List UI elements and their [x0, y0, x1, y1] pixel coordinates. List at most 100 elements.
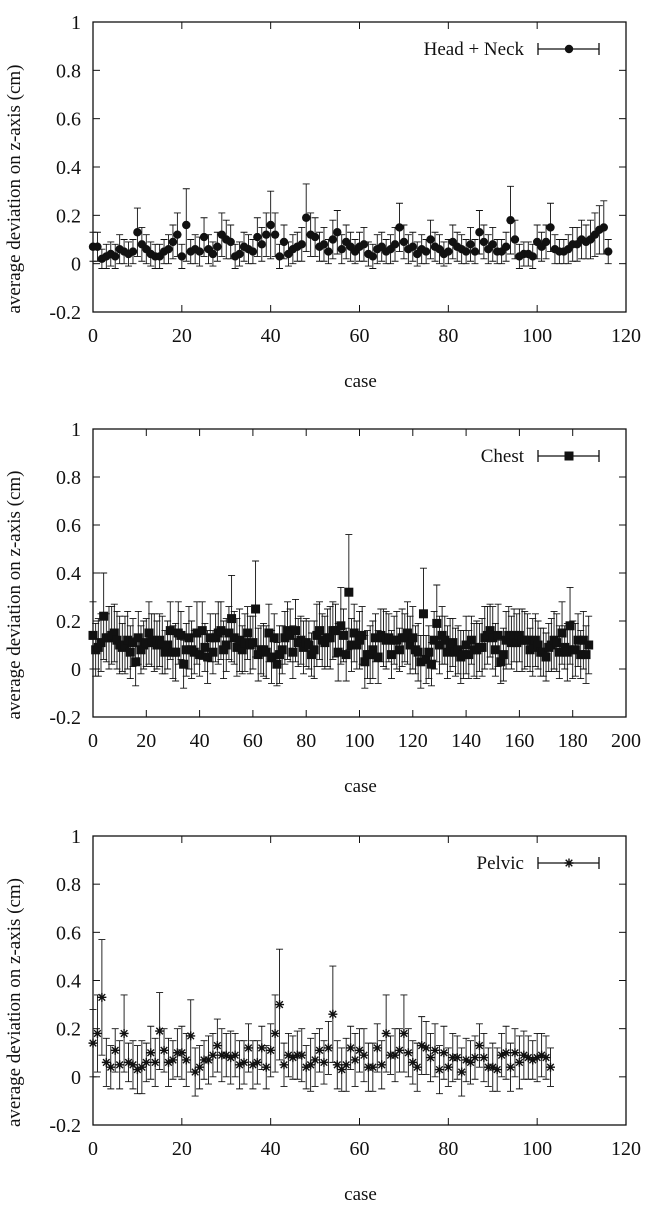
data-point: [506, 1062, 516, 1072]
data-point: [195, 650, 205, 660]
data-point: [226, 1053, 236, 1063]
data-point: [243, 628, 253, 638]
data-point: [219, 645, 229, 655]
data-point: [279, 237, 289, 247]
data-point: [203, 1055, 213, 1065]
data-point: [229, 633, 239, 643]
data-point: [160, 647, 170, 657]
x-tick-label: 20: [172, 1138, 192, 1160]
data-point: [501, 242, 511, 251]
x-tick-label: 100: [345, 730, 375, 752]
data-point: [230, 1050, 240, 1060]
data-point: [399, 1028, 409, 1038]
y-tick-label: 0.4: [56, 563, 81, 585]
data-point: [488, 633, 498, 643]
data-point: [390, 240, 400, 249]
data-point: [452, 1053, 462, 1063]
data-point: [442, 647, 452, 657]
data-point: [355, 1045, 364, 1055]
data-point: [514, 630, 524, 640]
data-point: [506, 638, 516, 648]
data-point: [159, 1045, 169, 1055]
data-point: [301, 1062, 311, 1072]
data-point: [128, 1060, 138, 1070]
data-point: [509, 630, 519, 640]
data-point: [349, 628, 359, 638]
data-point: [96, 638, 106, 648]
y-axis-label: average deviation on z-axis (cm): [4, 471, 25, 720]
data-point: [112, 635, 122, 645]
data-point: [497, 1050, 507, 1060]
plot-frame: [92, 835, 627, 1126]
data-point: [405, 640, 415, 650]
data-point: [570, 645, 580, 655]
data-point: [360, 657, 370, 667]
chart-panel-2: -0.2 0 0.2 0.4 0.6 0.8 1 0 20 40 60 80 100 120 140 160 1…: [4, 419, 641, 797]
data-point: [413, 647, 423, 657]
data-point: [181, 645, 191, 655]
data-point: [554, 647, 564, 657]
data-point: [164, 244, 173, 254]
data-point: [133, 633, 143, 643]
data-point: [277, 645, 287, 655]
chart-panel-1: -0.2 0 0.2 0.4 0.6 0.8 1 0 20 40 60 80 100 120 case ave…: [4, 12, 641, 392]
data-point: [152, 640, 162, 650]
data-point: [221, 1050, 231, 1060]
data-point: [141, 1057, 151, 1067]
data-point: [498, 650, 508, 660]
data-point: [377, 1060, 387, 1070]
data-point: [434, 1065, 444, 1075]
y-tick-label: 0.4: [56, 971, 81, 993]
data-point: [541, 652, 551, 662]
data-point: [337, 244, 346, 254]
data-point: [532, 1053, 542, 1063]
data-point: [190, 1067, 200, 1077]
x-tick-label: 20: [172, 325, 192, 347]
data-point: [444, 247, 453, 256]
data-point: [119, 1028, 129, 1038]
data-point: [261, 647, 271, 657]
data-point: [368, 252, 378, 261]
data-point: [176, 630, 186, 640]
data-point: [355, 635, 364, 645]
data-point: [576, 650, 586, 660]
data-point: [200, 642, 210, 652]
chart-panel-3: -0.2 0 0.2 0.4 0.6 0.8 1 0 20 40 60 80 100 120 case ave…: [4, 826, 641, 1205]
legend-label: Chest: [481, 446, 525, 467]
data-point: [146, 1048, 156, 1058]
y-tick-label: 0.2: [56, 611, 81, 633]
data-point: [493, 630, 503, 640]
data-point: [337, 1065, 347, 1075]
x-tick-label: 40: [261, 1138, 281, 1160]
data-point: [530, 635, 540, 645]
data-point: [186, 1031, 196, 1041]
data-point: [279, 1060, 289, 1070]
data-point: [199, 232, 209, 242]
data-point: [528, 252, 537, 261]
data-point: [604, 247, 613, 256]
data-point: [280, 633, 290, 643]
data-point: [479, 237, 489, 247]
data-point: [538, 647, 548, 657]
data-point: [434, 640, 444, 650]
y-tick-label: 0.8: [56, 874, 81, 896]
data-point: [477, 642, 487, 652]
data-point: [416, 657, 426, 667]
data-point: [264, 628, 274, 638]
data-point: [437, 630, 447, 640]
data-point: [421, 1043, 431, 1053]
data-point: [208, 249, 218, 259]
data-point: [101, 1057, 111, 1067]
data-point: [270, 230, 280, 239]
data-point: [212, 1041, 222, 1051]
data-point: [275, 650, 285, 660]
data-point: [331, 626, 341, 636]
data-point: [93, 242, 102, 251]
data-point: [253, 232, 262, 242]
data-point: [266, 1045, 276, 1055]
data-point: [141, 638, 151, 648]
data-point: [226, 237, 235, 247]
x-tick-label: 20: [136, 730, 156, 752]
data-point: [514, 1057, 524, 1067]
data-point: [310, 232, 320, 242]
